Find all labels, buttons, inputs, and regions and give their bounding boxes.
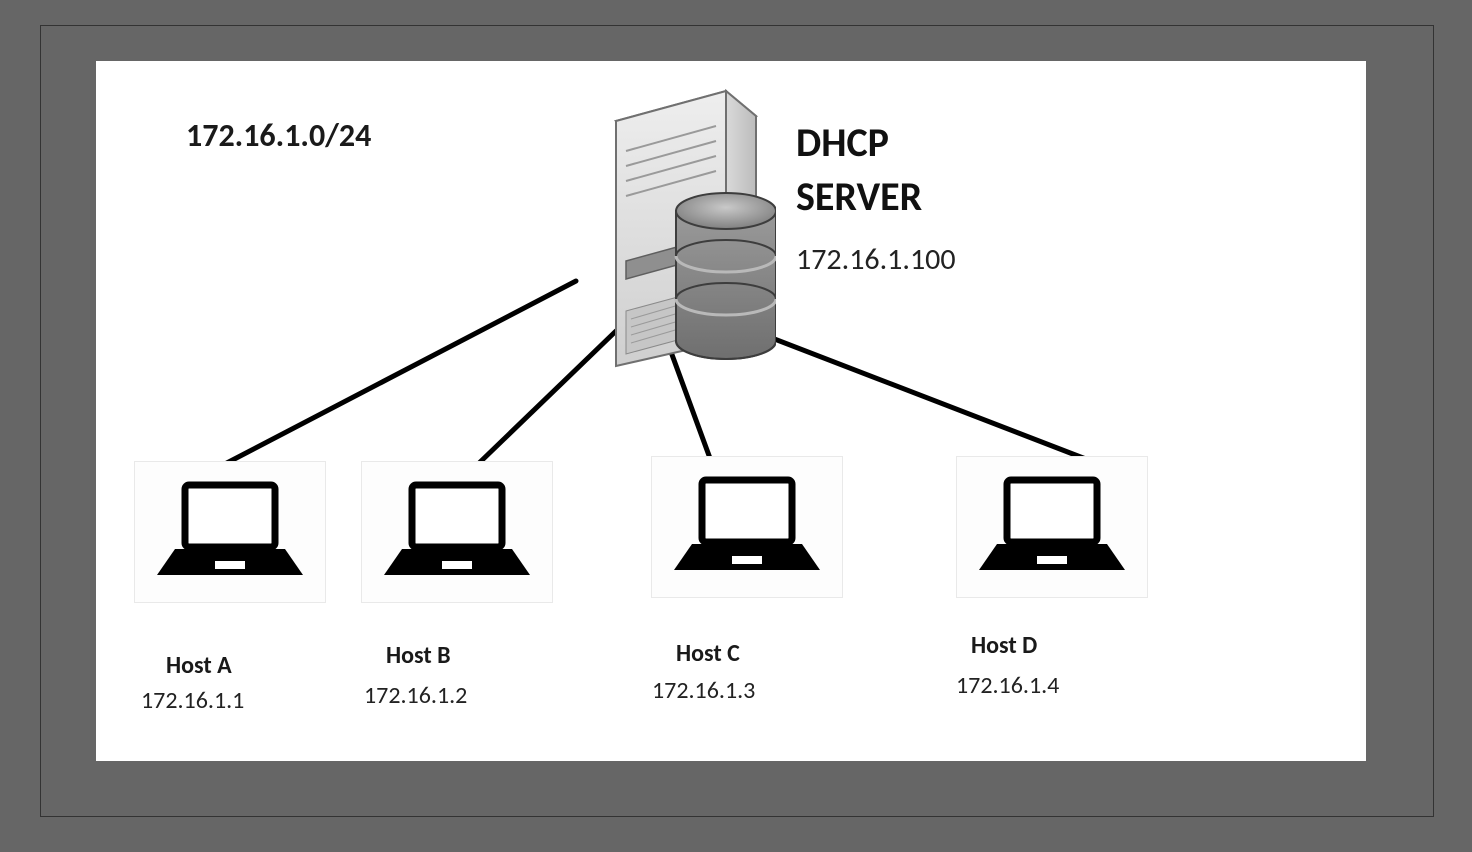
- server-title-line1: DHCP: [796, 118, 889, 167]
- host-name-label: Host B: [386, 641, 451, 670]
- host-box: [361, 461, 553, 603]
- dhcp-server-title: DHCP SERVER: [796, 116, 922, 224]
- diagram-canvas: 172.16.1.0/24 DHCP SERVER 172.16.1.100: [96, 61, 1366, 761]
- laptop-icon: [382, 477, 532, 587]
- laptop-icon: [977, 472, 1127, 582]
- host-name-label: Host A: [166, 651, 232, 680]
- outer-frame: 172.16.1.0/24 DHCP SERVER 172.16.1.100: [40, 25, 1434, 817]
- dhcp-server-ip: 172.16.1.100: [796, 241, 956, 278]
- connection-line: [221, 281, 576, 466]
- host-ip-label: 172.16.1.2: [364, 681, 467, 710]
- laptop-icon: [155, 477, 305, 587]
- host-ip-label: 172.16.1.3: [652, 676, 755, 705]
- laptop-icon: [672, 472, 822, 582]
- server-title-line2: SERVER: [796, 172, 922, 221]
- host-name-label: Host D: [971, 631, 1037, 660]
- host-name-label: Host C: [676, 639, 740, 668]
- host-ip-label: 172.16.1.4: [956, 671, 1059, 700]
- host-box: [651, 456, 843, 598]
- server-icon: [576, 81, 776, 371]
- host-box: [956, 456, 1148, 598]
- host-box: [134, 461, 326, 603]
- subnet-label: 172.16.1.0/24: [186, 116, 371, 155]
- host-ip-label: 172.16.1.1: [141, 686, 244, 715]
